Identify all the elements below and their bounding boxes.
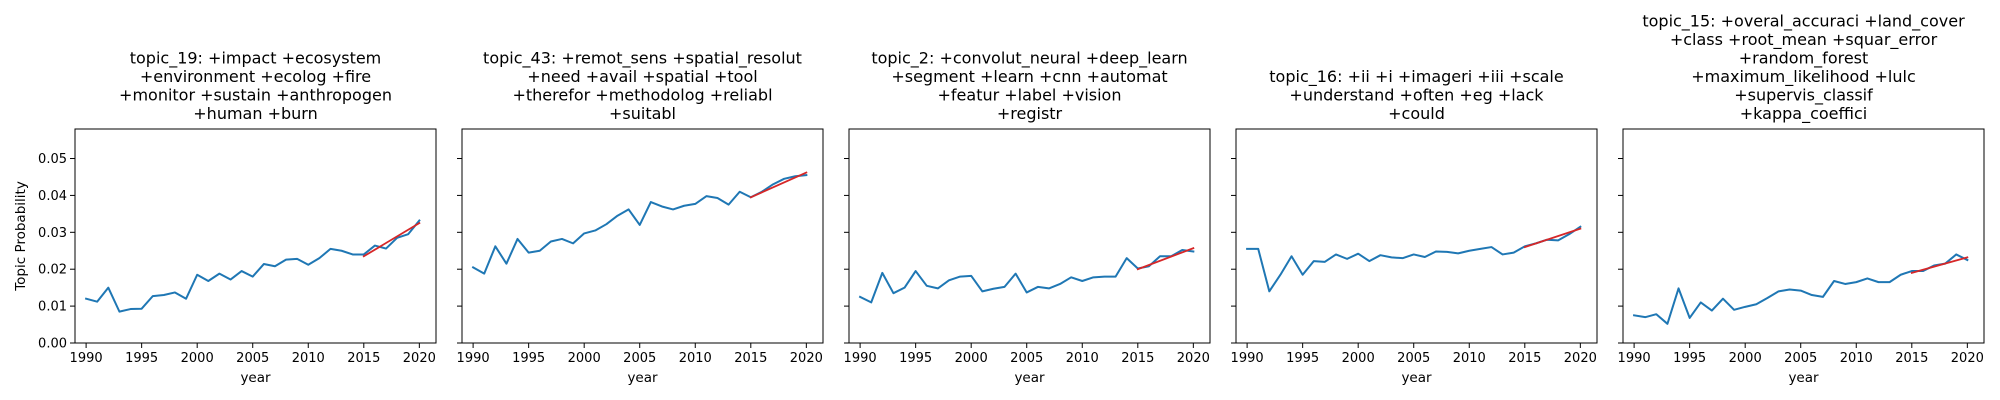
x-tick-label: 2015	[1121, 351, 1154, 366]
x-tick-label: 2010	[1840, 351, 1873, 366]
trend-line	[1136, 247, 1195, 271]
subplot-2: topic_43: +remot_sens +spatial_resolut+n…	[457, 49, 824, 386]
x-tick-label: 2020	[1177, 351, 1210, 366]
topic-probability-line	[471, 174, 808, 275]
subplot-title-line: +understand +often +eg +lack	[1289, 86, 1544, 105]
subplot-1: topic_19: +impact +ecosystem+environment…	[13, 49, 437, 386]
subplot-title-line: +supervis_classif	[1734, 86, 1873, 106]
x-tick-label: 2015	[1895, 351, 1928, 366]
x-tick-label: 2005	[236, 351, 269, 366]
x-tick-label: 1995	[899, 351, 932, 366]
y-tick-label: 0.01	[38, 300, 67, 315]
subplot-title-line: +suitabl	[609, 104, 676, 123]
subplot-title-line: +therefor +methodolog +reliabl	[512, 86, 772, 105]
x-tick-label: 2020	[403, 351, 436, 366]
subplot-title-line: +registr	[997, 104, 1063, 123]
x-tick-label: 2010	[1066, 351, 1099, 366]
x-axis-label: year	[1014, 370, 1045, 386]
x-tick-label: 1995	[1286, 351, 1319, 366]
x-tick-label: 1990	[844, 351, 877, 366]
x-axis-label: year	[1401, 370, 1432, 386]
subplot-title-line: +maximum_likelihood +lulc	[1691, 67, 1916, 87]
y-tick-label: 0.02	[38, 263, 67, 278]
topic-probability-line	[1246, 225, 1582, 293]
x-tick-label: 1990	[70, 351, 103, 366]
subplot-title-line: topic_19: +impact +ecosystem	[130, 49, 382, 69]
axes-frame	[848, 128, 1211, 344]
x-tick-label: 2010	[679, 351, 712, 366]
subplot-title-line: topic_2: +convolut_neural +deep_learn	[871, 49, 1187, 69]
x-axis-label: year	[240, 370, 271, 386]
trend-line	[1523, 227, 1582, 249]
axes-frame	[461, 128, 824, 344]
topic-probability-line	[858, 249, 1195, 304]
x-tick-label: 2005	[1784, 351, 1817, 366]
x-tick-label: 1990	[1231, 351, 1264, 366]
trend-line	[749, 171, 808, 199]
x-tick-label: 2000	[181, 351, 214, 366]
subplot-title-line: +monitor +sustain +anthropogen	[119, 86, 392, 105]
subplot-title-line: topic_43: +remot_sens +spatial_resolut	[483, 49, 802, 69]
subplot-3: topic_2: +convolut_neural +deep_learn+se…	[844, 49, 1211, 386]
x-tick-label: 2010	[292, 351, 325, 366]
subplot-title-line: topic_16: +ii +i +imageri +iii +scale	[1269, 67, 1563, 87]
x-tick-label: 1995	[1673, 351, 1706, 366]
subplot-title-line: +class +root_mean +squar_error	[1670, 30, 1938, 50]
topic-probability-line	[1632, 253, 1969, 325]
topic-probability-line	[84, 219, 421, 313]
x-tick-label: 1990	[457, 351, 490, 366]
subplot-5: topic_15: +overal_accuraci +land_cover+c…	[1618, 12, 1985, 386]
axes-frame	[1235, 128, 1598, 344]
axes-frame	[1622, 128, 1985, 344]
subplot-title-line: +need +avail +spatial +tool	[527, 67, 757, 86]
x-tick-label: 1995	[125, 351, 158, 366]
y-tick-label: 0.04	[38, 189, 67, 204]
subplot-title-line: +human +burn	[193, 104, 317, 123]
trend-line	[1910, 256, 1969, 275]
subplot-title-line: +random_forest	[1739, 49, 1869, 69]
subplot-title-line: +could	[1388, 104, 1445, 123]
x-tick-label: 2015	[1508, 351, 1541, 366]
x-tick-label: 2020	[790, 351, 823, 366]
axes-frame	[74, 128, 437, 344]
subplot-title-line: topic_15: +overal_accuraci +land_cover	[1642, 12, 1965, 32]
x-axis-label: year	[1788, 370, 1819, 386]
subplot-title-line: +kappa_coeffici	[1740, 104, 1867, 124]
x-tick-label: 2015	[347, 351, 380, 366]
x-tick-label: 2010	[1453, 351, 1486, 366]
x-tick-label: 2000	[568, 351, 601, 366]
x-tick-label: 2015	[734, 351, 767, 366]
subplot-title-line: +environment +ecolog +fire	[140, 67, 371, 86]
x-tick-label: 2005	[1397, 351, 1430, 366]
y-tick-label: 0.03	[38, 226, 67, 241]
y-axis-label: Topic Probability	[13, 181, 29, 292]
x-tick-label: 2005	[1010, 351, 1043, 366]
subplot-title-line: +segment +learn +cnn +automat	[891, 67, 1167, 86]
subplot-title-line: +featur +label +vision	[938, 86, 1122, 105]
subplot-4: topic_16: +ii +i +imageri +iii +scale+un…	[1231, 67, 1598, 386]
x-tick-label: 2020	[1951, 351, 1984, 366]
x-tick-label: 1990	[1618, 351, 1651, 366]
x-tick-label: 2000	[1342, 351, 1375, 366]
x-tick-label: 1995	[512, 351, 545, 366]
x-axis-label: year	[627, 370, 658, 386]
y-tick-label: 0.05	[38, 152, 67, 167]
trend-line	[362, 221, 421, 258]
x-tick-label: 2000	[1729, 351, 1762, 366]
x-tick-label: 2005	[623, 351, 656, 366]
x-tick-label: 2020	[1564, 351, 1597, 366]
y-tick-label: 0.00	[38, 337, 67, 352]
x-tick-label: 2000	[955, 351, 988, 366]
